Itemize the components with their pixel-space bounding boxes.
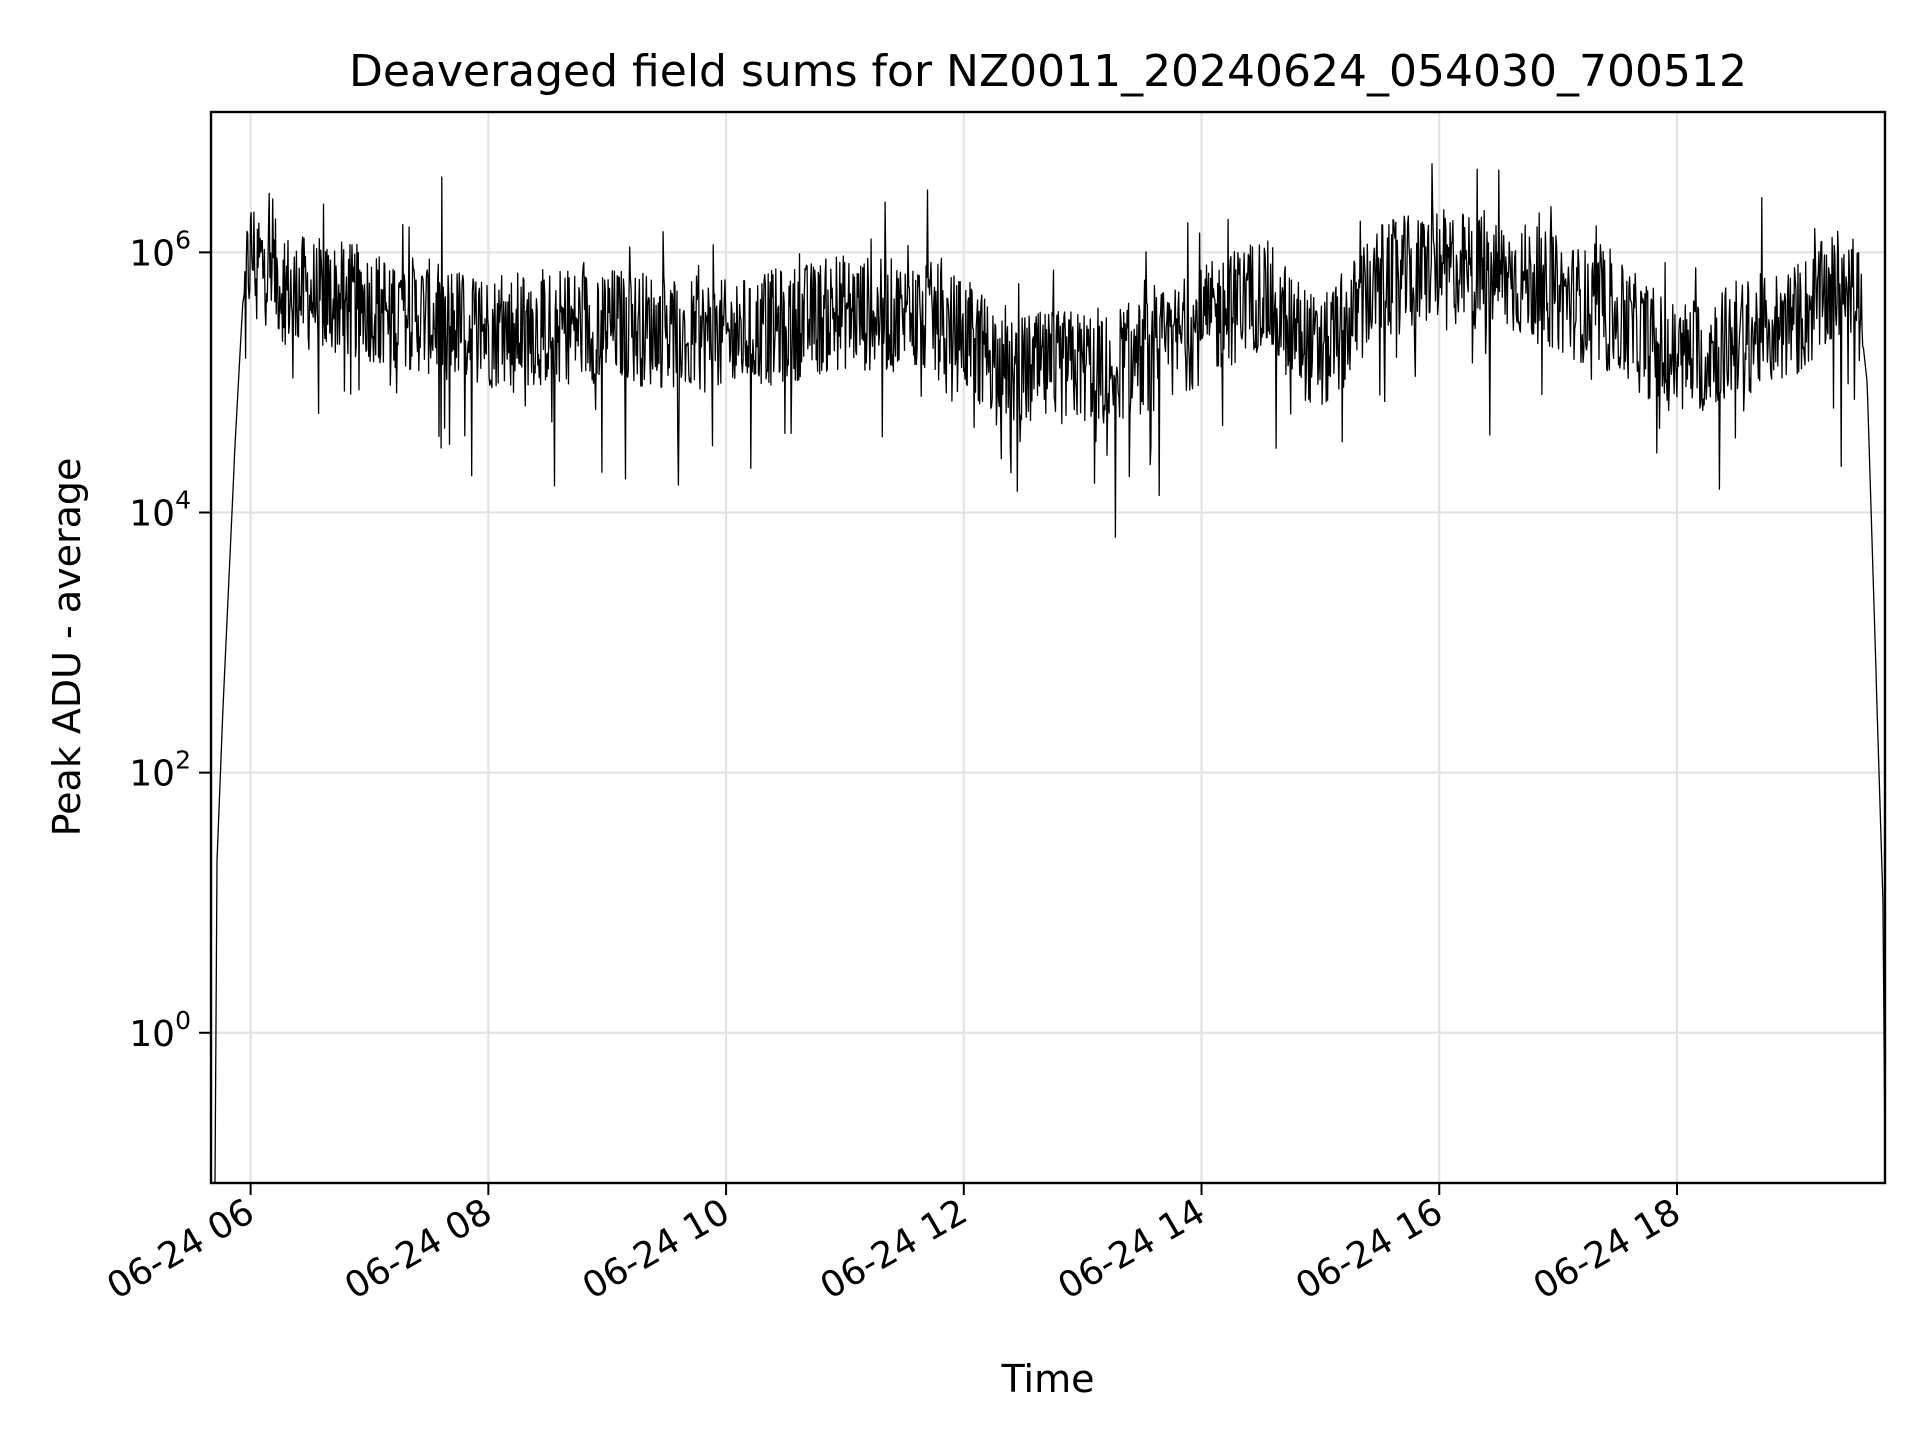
y-tick-label: 100 (129, 1006, 191, 1055)
y-tick-label: 106 (129, 225, 191, 274)
series-line (214, 163, 1885, 1183)
plot-frame (209, 110, 1887, 1185)
y-axis-label: Peak ADU - average (45, 458, 89, 837)
grid-lines (211, 112, 1885, 1183)
y-tick-label: 104 (129, 486, 191, 535)
plot-area (211, 112, 1885, 1183)
x-axis-label: Time (1001, 1357, 1095, 1401)
y-tick-label: 102 (129, 746, 191, 795)
y-axis: 100 102 104 106 (129, 225, 211, 1055)
chart-title: Deaveraged field sums for NZ0011_2024062… (349, 46, 1747, 97)
